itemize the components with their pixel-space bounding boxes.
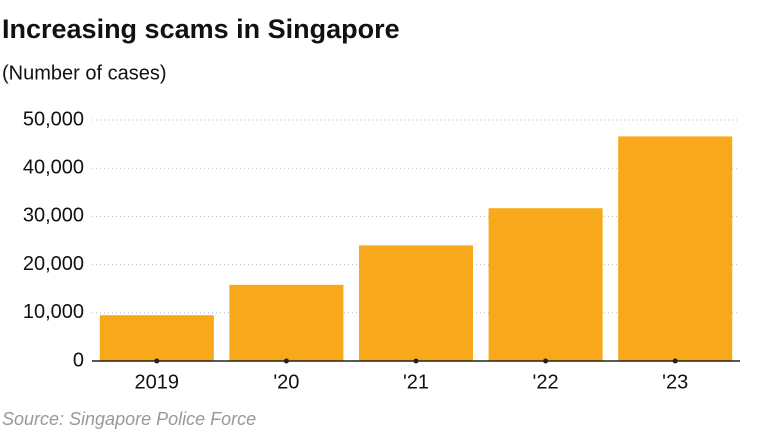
chart-subtitle: (Number of cases) bbox=[2, 62, 167, 84]
y-tick-label: 20,000 bbox=[23, 253, 84, 275]
x-tick-dot bbox=[154, 358, 160, 364]
bar bbox=[99, 315, 214, 361]
y-tick-label: 50,000 bbox=[23, 108, 84, 130]
x-tick-label: '22 bbox=[533, 371, 559, 393]
y-tick-label: 40,000 bbox=[23, 156, 84, 178]
bar bbox=[488, 208, 603, 361]
bar bbox=[618, 136, 733, 361]
x-tick-label: '20 bbox=[273, 371, 299, 393]
y-tick-label: 30,000 bbox=[23, 205, 84, 227]
x-tick-label: '21 bbox=[403, 371, 429, 393]
x-tick-dot bbox=[283, 358, 289, 364]
x-tick-dot bbox=[543, 358, 549, 364]
y-tick-label: 0 bbox=[73, 349, 84, 371]
bar bbox=[229, 284, 344, 361]
x-tick-dot bbox=[413, 358, 419, 364]
y-tick-label: 10,000 bbox=[23, 301, 84, 323]
chart-title: Increasing scams in Singapore bbox=[2, 14, 400, 44]
x-tick-dot bbox=[672, 358, 678, 364]
source-note: Source: Singapore Police Force bbox=[2, 409, 256, 429]
x-tick-label: 2019 bbox=[135, 371, 180, 393]
bar bbox=[358, 245, 474, 361]
x-tick-label: '23 bbox=[662, 371, 688, 393]
